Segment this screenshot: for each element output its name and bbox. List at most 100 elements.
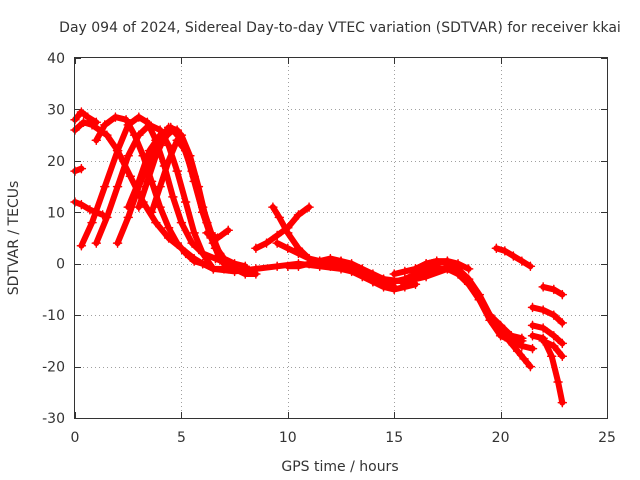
data-point-marker [125, 171, 136, 182]
x-tick-label: 20 [492, 430, 510, 446]
data-point-marker [197, 248, 208, 259]
data-point-marker [85, 204, 95, 215]
y-tick-label: 40 [47, 51, 65, 67]
data-point-marker [83, 112, 93, 122]
data-point-marker [123, 202, 133, 212]
data-point-marker [76, 199, 87, 210]
data-point-marker [172, 135, 182, 146]
data-point-marker [163, 222, 174, 233]
data-point-marker [134, 176, 144, 187]
data-point-marker [261, 238, 272, 248]
data-point-marker [197, 258, 208, 269]
data-point-marker [155, 181, 165, 192]
data-point-marker [159, 132, 170, 143]
data-point-marker [389, 284, 399, 295]
data-point-marker [549, 310, 559, 320]
data-point-marker [519, 354, 529, 364]
y-tick-label: 20 [47, 154, 65, 170]
data-point-marker [546, 351, 557, 362]
data-point-marker [229, 266, 240, 277]
data-series-group [70, 107, 568, 408]
data-point-marker [97, 210, 108, 220]
data-point-marker [549, 341, 559, 351]
data-point-marker [410, 264, 421, 274]
data-point-marker [168, 125, 178, 135]
series-band [529, 322, 566, 347]
data-point-marker [463, 279, 474, 290]
data-point-marker [214, 248, 225, 259]
x-tick-label: 25 [598, 430, 616, 446]
data-point-marker [112, 181, 123, 192]
data-point-marker [517, 336, 527, 346]
data-point-marker [512, 346, 523, 356]
series-trace-14 [251, 202, 314, 254]
x-tick-label: 5 [177, 430, 186, 446]
data-point-marker [400, 266, 410, 277]
chart-title: Day 094 of 2024, Sidereal Day-to-day VTE… [59, 20, 621, 36]
series-trace-24 [527, 302, 568, 328]
series-trace-22 [491, 243, 536, 272]
data-point-marker [368, 276, 378, 287]
data-point-marker [144, 120, 155, 130]
data-point-marker [100, 120, 110, 130]
series-trace-10 [70, 197, 108, 220]
data-point-marker [495, 325, 506, 336]
data-point-marker [274, 212, 285, 223]
data-point-marker [91, 238, 102, 248]
data-point-marker [293, 210, 304, 220]
series-band [148, 137, 232, 267]
data-point-marker [283, 243, 293, 254]
data-point-marker [538, 282, 548, 292]
data-point-marker [557, 289, 568, 300]
data-point-marker [168, 192, 178, 202]
data-point-marker [527, 330, 538, 341]
y-tick-labels: -30 -20 -10 0 10 20 30 40 [42, 51, 65, 427]
y-axis-label: SDTVAR / TECUs [6, 181, 22, 296]
y-tick-label: -30 [42, 411, 65, 427]
y-tick-label: -10 [42, 308, 65, 324]
data-point-marker [400, 279, 410, 290]
data-point-marker [180, 197, 191, 207]
data-point-marker [223, 225, 233, 236]
data-point-marker [146, 207, 157, 218]
data-point-marker [346, 258, 357, 269]
data-point-marker [151, 150, 161, 161]
data-point-marker [180, 248, 191, 259]
data-point-marker [112, 145, 123, 156]
data-point-marker [553, 377, 563, 387]
data-point-marker [112, 238, 123, 248]
data-point-marker [272, 261, 282, 272]
data-point-marker [557, 338, 568, 349]
series-trace-1 [70, 107, 102, 128]
data-point-marker [421, 258, 431, 269]
data-point-marker [251, 243, 261, 254]
data-point-marker [91, 207, 102, 218]
data-point-marker [500, 246, 510, 256]
data-point-marker [304, 202, 314, 212]
data-point-marker [100, 181, 110, 192]
data-point-marker [474, 294, 485, 305]
y-tick-label: 30 [47, 102, 65, 118]
data-point-marker [525, 261, 536, 272]
data-point-marker [557, 318, 568, 328]
data-point-marker [525, 361, 536, 372]
data-point-marker [134, 202, 144, 212]
data-point-marker [197, 202, 208, 212]
data-point-marker [283, 228, 293, 238]
data-point-marker [453, 266, 463, 277]
data-point-marker [549, 330, 559, 341]
x-tick-label: 10 [279, 430, 297, 446]
data-point-marker [378, 274, 389, 284]
data-point-marker [268, 202, 278, 212]
data-point-marker [283, 261, 293, 272]
data-point-marker [78, 117, 89, 128]
data-point-marker [389, 276, 399, 287]
x-tick-labels: 0 5 10 15 20 25 [71, 430, 616, 446]
series-band [252, 204, 313, 252]
data-point-marker [172, 166, 182, 176]
data-point-marker [538, 305, 548, 315]
data-point-marker [442, 258, 453, 269]
x-axis-label: GPS time / hours [281, 459, 398, 475]
series-trace-26 [527, 320, 568, 349]
